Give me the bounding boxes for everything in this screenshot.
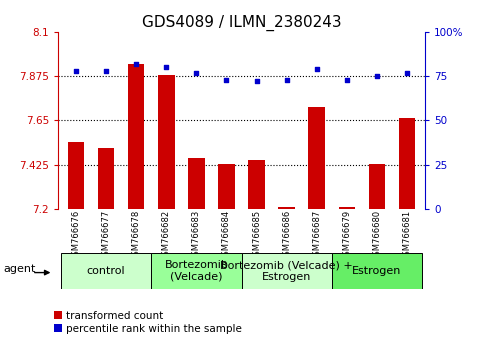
Bar	[98, 148, 114, 209]
Point	[162, 64, 170, 70]
Point	[283, 77, 290, 82]
Text: agent: agent	[3, 264, 35, 274]
Legend: transformed count, percentile rank within the sample: transformed count, percentile rank withi…	[54, 310, 242, 334]
Text: Estrogen: Estrogen	[352, 266, 401, 276]
Bar	[61, 253, 151, 289]
Bar	[151, 253, 242, 289]
Point	[253, 79, 260, 84]
Text: Bortezomib
(Velcade): Bortezomib (Velcade)	[164, 260, 228, 282]
Bar	[248, 160, 265, 209]
Bar	[332, 253, 422, 289]
Bar	[128, 64, 144, 209]
Point	[343, 77, 351, 82]
Point	[132, 61, 140, 67]
Bar	[369, 164, 385, 209]
Point	[373, 73, 381, 79]
Point	[403, 70, 411, 75]
Text: control: control	[87, 266, 126, 276]
Point	[193, 70, 200, 75]
Bar	[309, 107, 325, 209]
Bar	[188, 158, 205, 209]
Point	[102, 68, 110, 74]
Point	[313, 66, 321, 72]
Bar	[398, 118, 415, 209]
Title: GDS4089 / ILMN_2380243: GDS4089 / ILMN_2380243	[142, 14, 341, 30]
Text: Bortezomib (Velcade) +
Estrogen: Bortezomib (Velcade) + Estrogen	[220, 260, 353, 282]
Point	[223, 77, 230, 82]
Bar	[218, 164, 235, 209]
Bar	[68, 142, 85, 209]
Bar	[339, 207, 355, 209]
Bar	[242, 253, 332, 289]
Bar	[278, 207, 295, 209]
Point	[72, 68, 80, 74]
Bar	[158, 75, 174, 209]
